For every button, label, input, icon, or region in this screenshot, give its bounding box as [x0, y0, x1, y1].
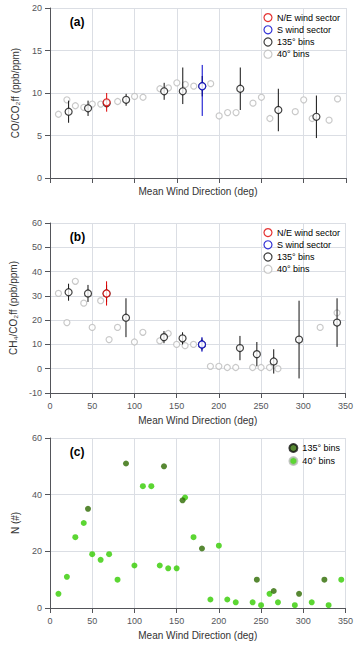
- svg-text:20: 20: [32, 546, 42, 556]
- svg-text:60: 60: [32, 218, 42, 228]
- svg-text:0: 0: [47, 401, 52, 411]
- svg-text:(c): (c): [70, 445, 85, 459]
- svg-text:N/E wind sector: N/E wind sector: [277, 13, 340, 23]
- svg-text:135° bins: 135° bins: [277, 252, 315, 262]
- svg-text:15: 15: [32, 46, 42, 56]
- svg-text:250: 250: [254, 616, 269, 626]
- svg-text:300: 300: [296, 401, 311, 411]
- svg-text:0: 0: [37, 173, 42, 183]
- svg-text:100: 100: [127, 401, 142, 411]
- svg-text:50: 50: [87, 401, 97, 411]
- svg-text:CH₄/CO₂ff (ppb/ppm): CH₄/CO₂ff (ppb/ppm): [8, 261, 19, 355]
- svg-text:CO/CO₂ff (ppb/ppm): CO/CO₂ff (ppb/ppm): [10, 48, 21, 138]
- svg-text:0: 0: [47, 616, 52, 626]
- svg-text:150: 150: [169, 616, 184, 626]
- svg-text:100: 100: [127, 616, 142, 626]
- svg-text:20: 20: [32, 3, 42, 13]
- svg-text:10: 10: [32, 88, 42, 98]
- svg-text:200: 200: [211, 616, 226, 626]
- svg-text:N (#): N (#): [10, 512, 21, 534]
- svg-text:30: 30: [32, 291, 42, 301]
- svg-text:250: 250: [254, 401, 269, 411]
- svg-text:40° bins: 40° bins: [277, 264, 310, 274]
- svg-text:40° bins: 40° bins: [302, 456, 335, 466]
- svg-text:150: 150: [169, 401, 184, 411]
- svg-text:40: 40: [32, 267, 42, 277]
- svg-text:N/E wind sector: N/E wind sector: [277, 228, 340, 238]
- svg-text:40: 40: [32, 490, 42, 500]
- svg-text:Mean Wind Direction (deg): Mean Wind Direction (deg): [139, 186, 258, 197]
- svg-text:0: 0: [37, 364, 42, 374]
- svg-text:60: 60: [32, 433, 42, 443]
- svg-text:50: 50: [87, 616, 97, 626]
- svg-text:S wind sector: S wind sector: [277, 25, 331, 35]
- svg-text:40° bins: 40° bins: [277, 49, 310, 59]
- svg-text:300: 300: [296, 616, 311, 626]
- svg-text:Mean Wind Direction (deg): Mean Wind Direction (deg): [138, 630, 257, 641]
- svg-text:-10: -10: [29, 388, 42, 398]
- svg-text:S wind sector: S wind sector: [277, 240, 331, 250]
- svg-text:135° bins: 135° bins: [277, 37, 315, 47]
- svg-text:135° bins: 135° bins: [302, 443, 340, 453]
- svg-text:350: 350: [338, 616, 353, 626]
- svg-text:20: 20: [32, 315, 42, 325]
- svg-text:0: 0: [37, 603, 42, 613]
- svg-text:(a): (a): [70, 15, 85, 29]
- svg-text:200: 200: [211, 401, 226, 411]
- svg-text:Mean Wind Direction (deg): Mean Wind Direction (deg): [138, 415, 257, 426]
- svg-text:350: 350: [338, 401, 353, 411]
- svg-text:10: 10: [32, 339, 42, 349]
- svg-text:5: 5: [37, 131, 42, 141]
- svg-text:50: 50: [32, 242, 42, 252]
- svg-text:(b): (b): [70, 230, 85, 244]
